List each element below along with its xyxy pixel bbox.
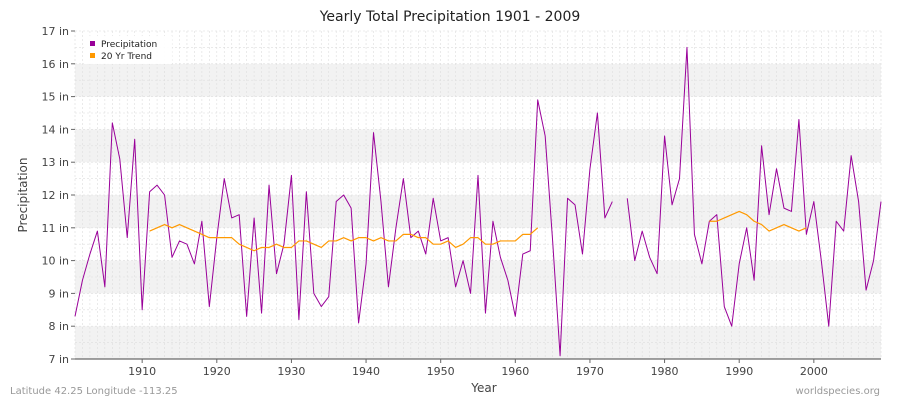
x-tick-label: 1920	[203, 365, 231, 378]
y-axis-ticks: 7 in 8 in 9 in 10 in 11 in 12 in 13 in 14 in 15 …	[41, 25, 75, 366]
x-tick-label: 1930	[277, 365, 305, 378]
x-tick-label: 1940	[352, 365, 380, 378]
y-tick-label: 15 in	[41, 91, 69, 104]
trend-line	[709, 210, 807, 232]
x-tick-label: 1980	[651, 365, 679, 378]
legend: Precipitation 20 Yr Trend	[84, 36, 172, 64]
y-tick-label: 16 in	[41, 58, 69, 71]
y-tick-label: 11 in	[41, 222, 69, 235]
x-tick-label: 1960	[501, 365, 529, 378]
x-tick-label: 1910	[128, 365, 156, 378]
precipitation-line	[626, 46, 882, 327]
precipitation-line	[74, 99, 613, 357]
y-tick-label: 10 in	[41, 255, 69, 268]
x-axis-ticks: 1910 1920 1930 1940 1950 1960 1970 1980 1990 2000	[128, 359, 828, 378]
y-tick-label: 17 in	[41, 25, 69, 38]
legend-swatch-trend	[90, 53, 95, 58]
y-tick-label: 13 in	[41, 156, 69, 169]
x-tick-label: 1990	[725, 365, 753, 378]
y-axis-label: Precipitation	[16, 157, 30, 232]
y-tick-label: 12 in	[41, 189, 69, 202]
y-tick-label: 14 in	[41, 123, 69, 136]
series-lines	[74, 46, 882, 357]
footer-source: worldspecies.org	[796, 386, 880, 397]
grid-lines	[74, 30, 882, 360]
y-tick-label: 7 in	[48, 353, 69, 366]
legend-box	[84, 36, 172, 64]
y-tick-label: 8 in	[48, 320, 69, 333]
trend-line	[149, 223, 539, 252]
legend-label-precipitation: Precipitation	[101, 40, 157, 50]
legend-label-trend: 20 Yr Trend	[101, 52, 152, 62]
chart-title: Yearly Total Precipitation 1901 - 2009	[319, 9, 581, 25]
legend-swatch-precipitation	[90, 41, 95, 46]
x-tick-label: 2000	[800, 365, 828, 378]
footer-coordinates: Latitude 42.25 Longitude -113.25	[10, 386, 178, 397]
y-tick-label: 9 in	[48, 287, 69, 300]
x-tick-label: 1970	[576, 365, 604, 378]
x-axis-label: Year	[470, 381, 496, 395]
x-tick-label: 1950	[427, 365, 455, 378]
